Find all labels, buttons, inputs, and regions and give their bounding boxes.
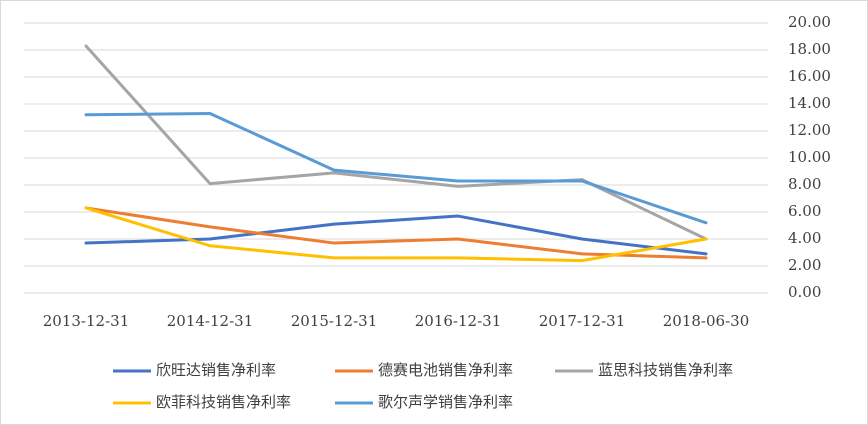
x-tick-label: 2017-12-31 [539, 312, 625, 330]
series-line [84, 206, 708, 263]
legend-label: 欣旺达销售净利率 [156, 361, 276, 379]
y-tick-label: 2.00 [788, 256, 821, 274]
x-tick-label: 2018-06-30 [663, 312, 749, 330]
y-tick-label: 18.00 [788, 40, 831, 58]
y-tick-label: 6.00 [788, 202, 821, 220]
y-tick-label: 0.00 [788, 283, 821, 301]
y-tick-label: 12.00 [788, 121, 831, 139]
legend-label: 蓝思科技销售净利率 [598, 361, 733, 379]
y-tick-label: 14.00 [788, 94, 831, 112]
legend-label: 德赛电池销售净利率 [378, 361, 513, 379]
legend-label: 歌尔声学销售净利率 [378, 393, 513, 411]
x-tick-label: 2013-12-31 [43, 312, 129, 330]
y-tick-label: 16.00 [788, 67, 831, 85]
y-tick-label: 8.00 [788, 175, 821, 193]
y-tick-label: 4.00 [788, 229, 821, 247]
x-tick-label: 2015-12-31 [291, 312, 377, 330]
x-tick-label: 2016-12-31 [415, 312, 501, 330]
y-tick-label: 10.00 [788, 148, 831, 166]
series-line [84, 206, 708, 260]
x-tick-label: 2014-12-31 [167, 312, 253, 330]
y-tick-label: 20.00 [788, 13, 831, 31]
legend-label: 欧菲科技销售净利率 [156, 393, 291, 411]
series-line [84, 111, 708, 225]
